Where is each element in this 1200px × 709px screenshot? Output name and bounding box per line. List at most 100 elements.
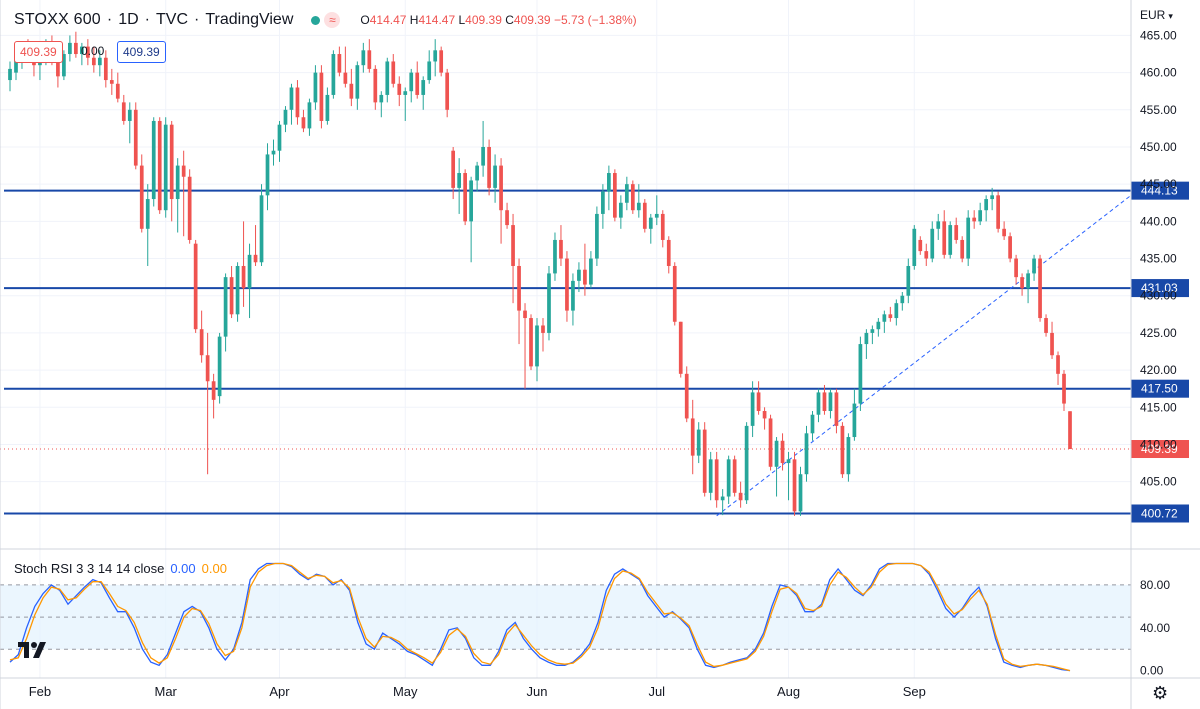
candle-down <box>205 355 210 382</box>
candle-down <box>115 83 120 99</box>
candle-up <box>726 459 731 497</box>
candle-down <box>1014 258 1018 278</box>
candle-down <box>445 72 450 110</box>
price-tick-label: 445.00 <box>1140 177 1177 191</box>
candle-up <box>68 42 72 55</box>
low-value: 409.39 <box>465 13 502 27</box>
price-tick-label: 450.00 <box>1140 140 1177 154</box>
candle-down <box>678 321 683 374</box>
currency-selector[interactable]: EUR ▾ <box>1140 8 1173 22</box>
candle-up <box>571 280 575 311</box>
price-tick-label: 410.00 <box>1140 437 1177 451</box>
candle-down <box>529 318 533 367</box>
candle-up <box>750 392 755 426</box>
candle-down <box>1056 355 1060 374</box>
close-label: C <box>505 13 514 27</box>
candle-up <box>894 303 899 319</box>
symbol-name[interactable]: STOXX 600 <box>14 11 101 28</box>
candle-down <box>565 258 569 311</box>
candle-down <box>487 146 491 188</box>
price-tick-label: 405.00 <box>1140 475 1177 489</box>
candle-down <box>391 61 396 84</box>
candle-down <box>834 392 839 426</box>
candle-down <box>319 72 324 121</box>
candle-up <box>331 54 336 95</box>
candle-down <box>229 277 234 315</box>
candle-down <box>840 425 845 475</box>
stoch-tick-label: 0.00 <box>1140 664 1164 678</box>
candle-down <box>505 210 509 226</box>
candle-down <box>301 117 306 129</box>
candle-up <box>870 329 875 333</box>
candle-up <box>1032 258 1036 274</box>
price-tick-label: 440.00 <box>1140 214 1177 228</box>
candle-up <box>601 191 605 214</box>
candles <box>8 31 1072 516</box>
currency-label: EUR <box>1140 8 1166 22</box>
candle-up <box>62 54 66 77</box>
candle-down <box>1002 228 1006 237</box>
stoch-rsi-lines <box>9 562 1071 672</box>
high-label: H <box>409 13 419 27</box>
candle-up <box>361 50 366 66</box>
candle-up <box>14 54 18 73</box>
last-price-tag <box>1131 440 1189 459</box>
candle-down <box>439 50 444 73</box>
candle-up <box>385 61 390 95</box>
source: TVC <box>156 11 188 28</box>
candle-down <box>463 173 467 222</box>
buy-button[interactable]: 409.39 <box>117 41 166 63</box>
price-tick-label: 460.00 <box>1140 66 1177 80</box>
spread-value: 0.00 <box>81 44 105 58</box>
candle-up <box>708 459 713 493</box>
candle-up <box>852 403 857 438</box>
candle-down <box>157 120 162 211</box>
chevron-down-icon: ▾ <box>1168 11 1173 21</box>
candle-up <box>900 295 905 304</box>
candle-down <box>415 72 420 95</box>
candle-down <box>337 54 342 73</box>
candle-up <box>163 124 168 211</box>
status-indicators[interactable]: ≈ <box>311 12 341 28</box>
candle-up <box>289 87 294 110</box>
candle-down <box>373 68 378 103</box>
candle-down <box>714 459 719 501</box>
price-tick-label: 425.00 <box>1140 326 1177 340</box>
stoch-d-line <box>9 562 1071 672</box>
candle-up <box>481 146 485 166</box>
interval[interactable]: 1D <box>118 11 139 28</box>
candle-down <box>792 459 797 512</box>
candle-down <box>241 265 246 289</box>
month-label: Jun <box>527 684 548 699</box>
candle-down <box>642 202 647 229</box>
month-label: Feb <box>29 684 51 699</box>
candle-up <box>97 57 102 66</box>
market-open-icon <box>311 15 321 25</box>
separator: · <box>194 11 200 28</box>
candle-down <box>343 72 348 84</box>
gear-icon[interactable]: ⚙ <box>1152 683 1169 703</box>
candle-up <box>984 199 989 211</box>
candle-down <box>924 251 929 259</box>
candle-down <box>690 418 695 456</box>
trendline[interactable] <box>716 194 1132 517</box>
candle-down <box>756 392 761 412</box>
candle-up <box>816 392 821 415</box>
delayed-data-icon[interactable]: ≈ <box>324 12 341 28</box>
sell-button[interactable]: 409.39 <box>14 41 63 63</box>
candle-up <box>127 109 132 121</box>
price-tick-label: 435.00 <box>1140 252 1177 266</box>
price-tick-label: 430.00 <box>1140 289 1177 303</box>
candle-up <box>786 459 791 464</box>
tradingview-logo-icon[interactable] <box>18 640 46 660</box>
candle-up <box>355 65 360 99</box>
stoch-rsi-legend[interactable]: Stoch RSI 3 3 14 14 close 0.00 0.00 <box>14 561 227 576</box>
stoch-tick-label: 40.00 <box>1140 621 1170 635</box>
candle-up <box>618 202 623 218</box>
candle-down <box>672 265 677 322</box>
horizontal-levels[interactable]: 444.13 431.03 417.50 400.72 409.39 <box>0 181 1189 523</box>
separator: · <box>106 11 113 28</box>
month-label: Aug <box>777 684 800 699</box>
